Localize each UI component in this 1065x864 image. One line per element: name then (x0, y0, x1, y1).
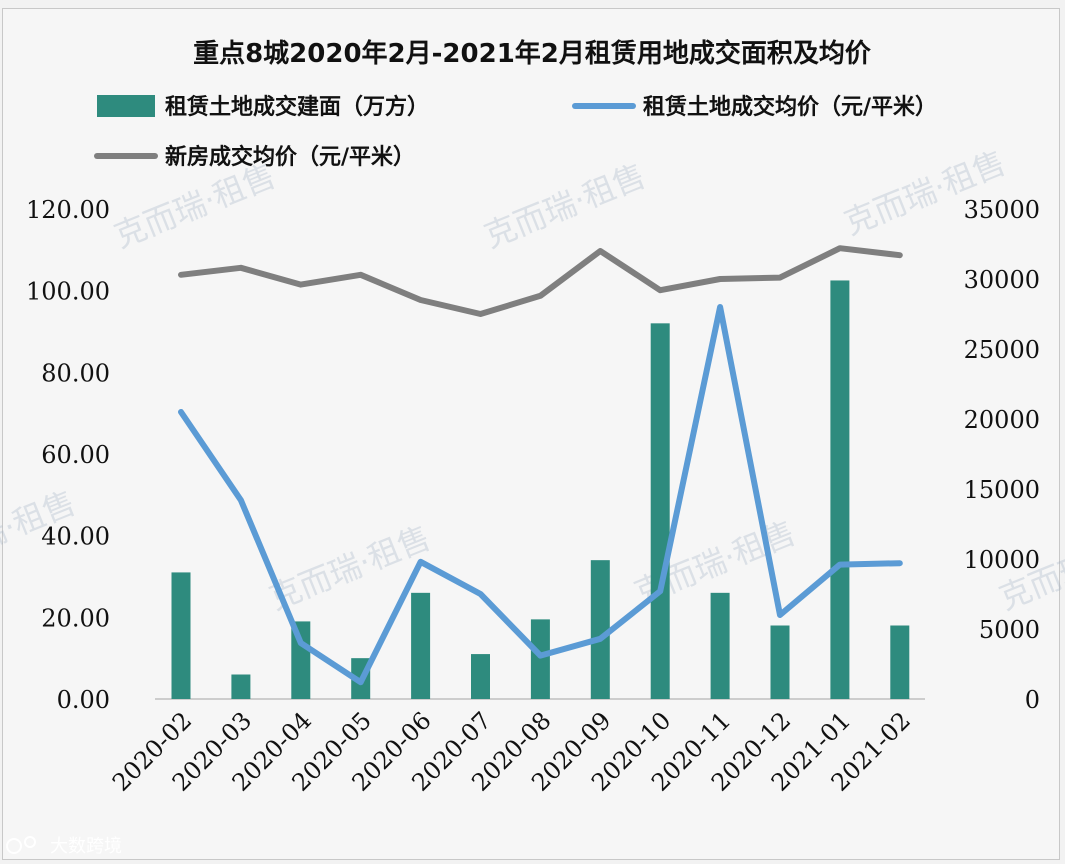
legend-label-new-home-price: 新房成交均价（元/平米） (165, 144, 415, 170)
y-left-tick-label: 20.00 (41, 604, 110, 632)
y-right-tick-label: 25000 (964, 336, 1040, 364)
bar (291, 621, 311, 699)
y-right-tick-label: 20000 (964, 406, 1040, 434)
y-axis-right: 0 5000 10000 15000 20000 25000 30000 35000 (964, 196, 1040, 714)
bar (830, 280, 850, 699)
logo-icon (6, 838, 22, 854)
series-line-rental-price (178, 304, 903, 686)
bar (231, 674, 251, 699)
bar (471, 654, 490, 699)
y-left-tick-label: 0.00 (57, 686, 110, 714)
legend-swatch-bar (97, 95, 155, 117)
x-axis: 2020-022020-032020-042020-052020-062020-… (107, 706, 916, 796)
chart-title: 重点8城2020年2月-2021年2月租赁用地成交面积及均价 (193, 38, 872, 69)
y-left-tick-label: 40.00 (41, 523, 110, 551)
bar (590, 560, 610, 699)
line-series (178, 245, 903, 686)
y-right-tick-label: 30000 (964, 266, 1040, 294)
bar (890, 625, 910, 699)
watermark: 克而瑞·租售 (264, 518, 436, 617)
logo-label: 大数跨境 (50, 836, 122, 857)
legend-label-bar: 租赁土地成交建面（万方） (165, 94, 429, 120)
y-right-tick-label: 0 (1025, 686, 1040, 714)
logo-icon (24, 836, 36, 848)
watermark: 克而瑞·租售 (109, 156, 281, 255)
source-logo: 大数跨境 (6, 836, 122, 857)
legend: 租赁土地成交建面（万方） 租赁土地成交均价（元/平米） 新房成交均价（元/平米） (94, 94, 937, 170)
watermark: 克而瑞·租售 (479, 156, 651, 255)
y-right-tick-label: 15000 (964, 476, 1040, 504)
y-right-tick-label: 35000 (964, 196, 1040, 224)
series-line-new-home-price (178, 245, 903, 317)
bar (530, 619, 550, 699)
chart-frame (2, 8, 1060, 860)
bar (710, 592, 730, 699)
y-left-tick-label: 60.00 (41, 441, 110, 469)
watermark: 克而瑞·租售 (839, 143, 1011, 242)
bar (650, 323, 670, 699)
legend-label-rental-price: 租赁土地成交均价（元/平米） (643, 94, 937, 120)
bar (411, 592, 431, 699)
y-left-tick-label: 100.00 (26, 278, 110, 306)
bar-series (171, 280, 910, 699)
bar (770, 625, 790, 699)
y-left-tick-label: 80.00 (41, 359, 110, 387)
y-left-tick-label: 120.00 (26, 196, 110, 224)
y-right-tick-label: 10000 (964, 546, 1040, 574)
y-axis-left: 0.00 20.00 40.00 60.00 80.00 100.00 120.00 (26, 196, 110, 714)
y-right-tick-label: 5000 (979, 616, 1040, 644)
watermarks: 克而瑞·租售 克而瑞·租售 克而瑞·租售 克而瑞·租售 克而瑞·租售 克而瑞·租… (0, 143, 1065, 617)
bar (171, 572, 191, 699)
